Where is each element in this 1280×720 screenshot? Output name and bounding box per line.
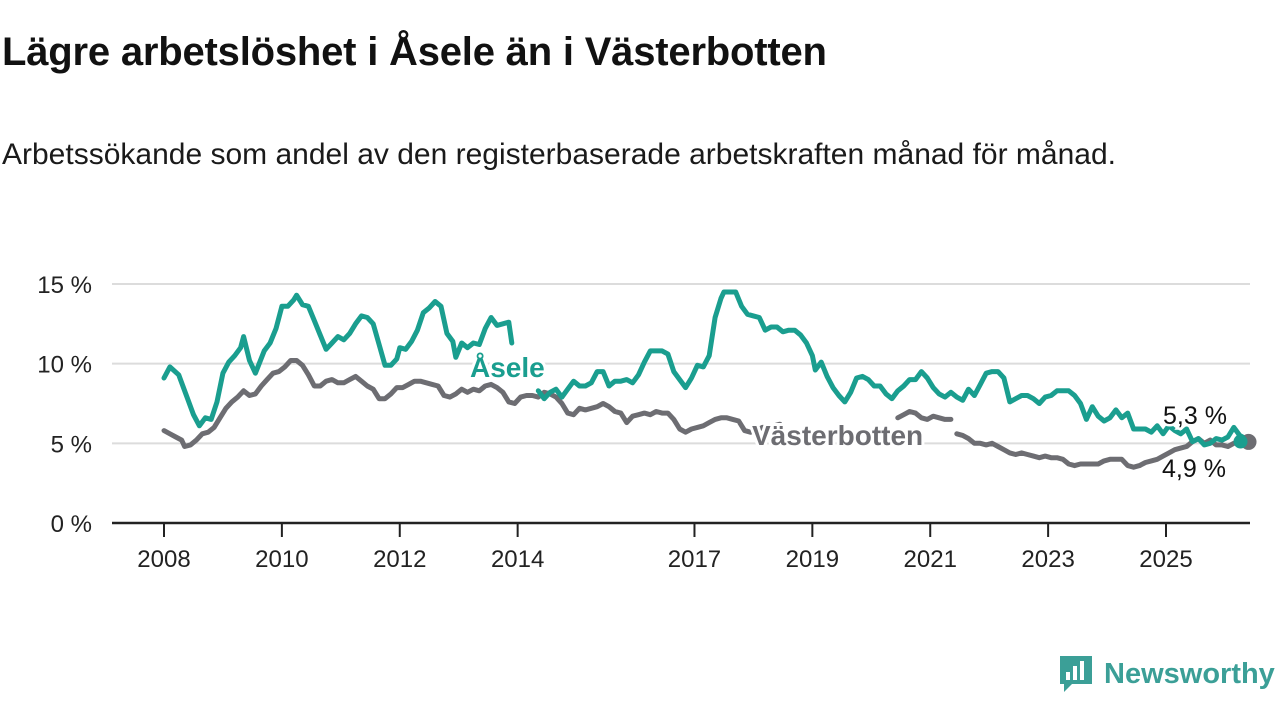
end-dot-asele: [1233, 434, 1248, 449]
end-label-vasterbotten: 5,3 %: [1163, 402, 1227, 430]
chart-title: Lägre arbetslöshet i Åsele än i Västerbo…: [2, 30, 827, 74]
x-tick-label: 2021: [904, 546, 957, 573]
y-tick-label: 15 %: [37, 272, 92, 299]
chart-subtitle: Arbetssökande som andel av den registerb…: [2, 138, 1116, 171]
x-tick-label: 2008: [137, 546, 190, 573]
y-tick-label: 0 %: [51, 511, 92, 538]
end-label-asele: 4,9 %: [1162, 455, 1226, 483]
x-tick-label: 2023: [1021, 546, 1074, 573]
series-lines: [161, 289, 1257, 470]
newsworthy-icon: [1060, 656, 1092, 692]
y-tick-label: 5 %: [51, 431, 92, 458]
x-tick-label: 2014: [491, 546, 544, 573]
brand-logo: Newsworthy: [1058, 654, 1275, 694]
series-label-asele: Åsele: [470, 352, 545, 383]
x-tick-label: 2025: [1139, 546, 1192, 573]
x-tick-label: 2012: [373, 546, 426, 573]
brand-name: Newsworthy: [1104, 657, 1275, 690]
y-tick-label: 10 %: [37, 352, 92, 379]
x-tick-label: 2017: [668, 546, 721, 573]
x-tick-label: 2019: [786, 546, 839, 573]
series-labels: Åsele Västerbotten 5,3 % 4,9 %: [467, 349, 1229, 486]
x-axis: 2008 2010 2012 2014 2017 2019 2021 2023 2025: [112, 521, 1250, 573]
series-line-asele: [161, 289, 1251, 448]
y-axis: 0 % 5 % 10 % 15 %: [37, 272, 92, 538]
series-label-vasterbotten: Västerbotten: [752, 420, 923, 451]
x-tick-label: 2010: [255, 546, 308, 573]
